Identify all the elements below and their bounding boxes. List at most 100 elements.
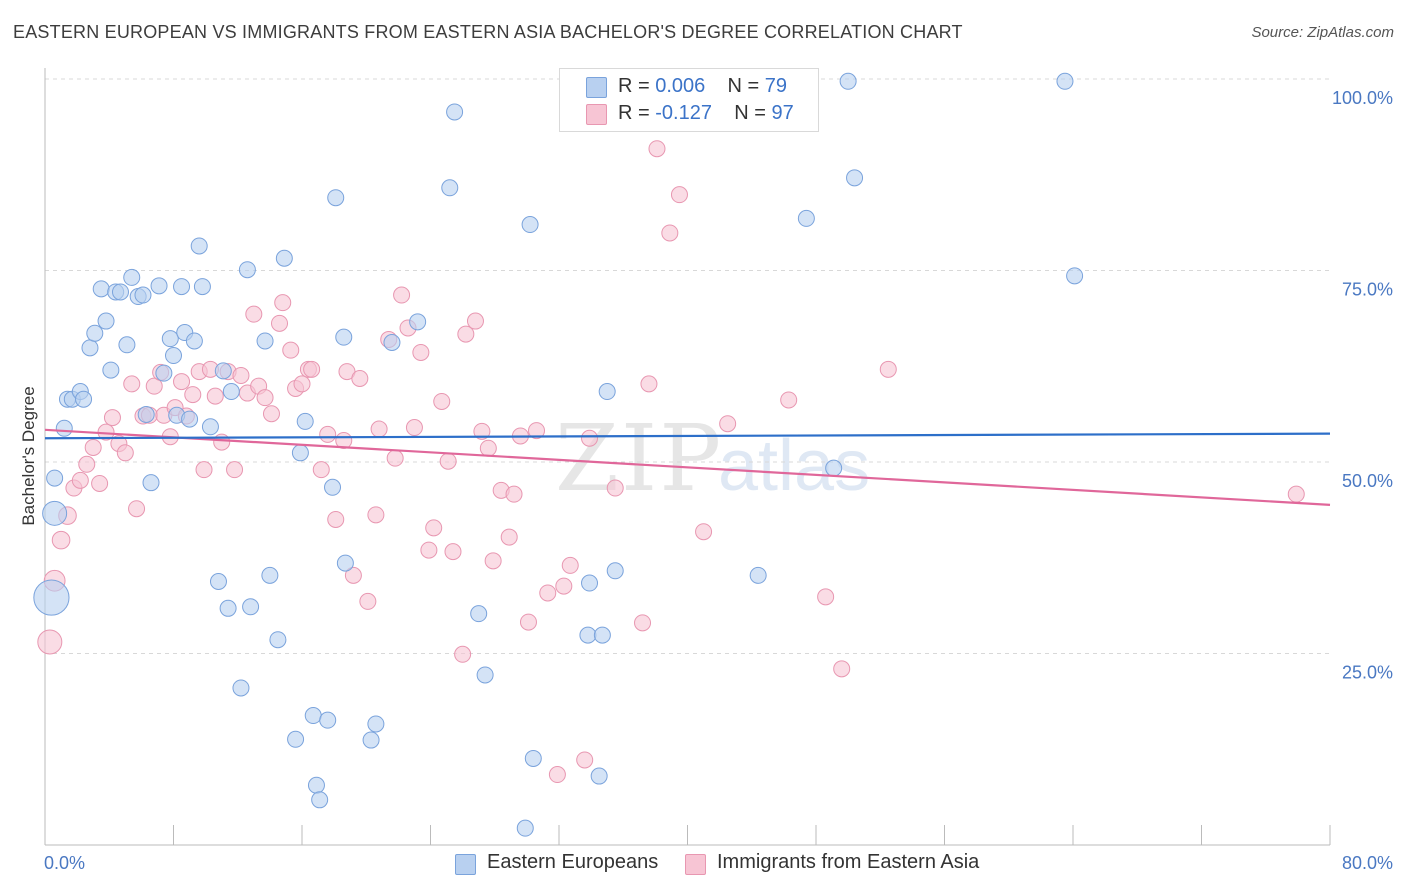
- data-point: [634, 614, 652, 632]
- data-point: [1066, 267, 1084, 285]
- data-point: [238, 261, 256, 279]
- data-point: [521, 216, 539, 234]
- data-point: [383, 334, 401, 352]
- legend-n-label: N =: [734, 102, 766, 124]
- data-point: [327, 189, 345, 207]
- data-point: [581, 429, 599, 447]
- data-point: [670, 186, 688, 204]
- data-point: [275, 249, 293, 267]
- y-axis-label: Bachelor's Degree: [19, 386, 38, 525]
- data-point: [103, 409, 121, 427]
- data-point: [128, 500, 146, 518]
- data-point: [232, 679, 250, 697]
- legend-r-label: R =: [618, 75, 650, 97]
- data-point: [367, 506, 385, 524]
- data-point: [420, 541, 438, 559]
- data-point: [1056, 72, 1074, 90]
- data-point: [213, 433, 231, 451]
- data-point: [123, 268, 141, 286]
- data-point: [206, 387, 224, 405]
- data-point: [262, 405, 280, 423]
- legend-r-value: 0.006: [655, 75, 706, 97]
- data-point: [51, 530, 71, 550]
- data-point: [111, 283, 129, 301]
- legend-r-value: -0.127: [655, 102, 712, 124]
- data-point: [412, 343, 430, 361]
- data-point: [37, 629, 63, 655]
- data-point: [405, 419, 423, 437]
- data-point: [185, 332, 203, 350]
- data-point: [439, 452, 457, 470]
- data-point: [311, 791, 329, 809]
- data-point: [500, 528, 518, 546]
- axes: [44, 68, 1331, 846]
- data-point: [479, 439, 497, 457]
- data-point: [195, 461, 213, 479]
- data-point: [335, 328, 353, 346]
- data-point: [261, 566, 279, 584]
- data-point: [561, 556, 579, 574]
- data-point: [606, 562, 624, 580]
- data-point: [476, 666, 494, 684]
- data-point: [145, 377, 163, 395]
- data-point: [282, 341, 300, 359]
- data-point: [296, 412, 314, 430]
- data-point: [271, 314, 289, 332]
- data-point: [370, 420, 388, 438]
- data-point: [457, 325, 475, 343]
- data-point: [505, 485, 523, 503]
- bottom-legend-label: Immigrants from Eastern Asia: [717, 851, 980, 873]
- data-point: [576, 751, 594, 769]
- data-point: [214, 362, 232, 380]
- data-point: [161, 330, 179, 348]
- data-point: [222, 383, 240, 401]
- data-point: [274, 294, 292, 312]
- data-point: [846, 169, 864, 187]
- data-point: [256, 389, 274, 407]
- watermark: ZIP atlas: [555, 405, 870, 512]
- data-point: [209, 572, 227, 590]
- data-point: [484, 552, 502, 570]
- data-point: [134, 286, 152, 304]
- data-point: [165, 347, 182, 365]
- data-point: [327, 510, 345, 528]
- data-point: [749, 566, 767, 584]
- data-point: [123, 375, 141, 393]
- data-point: [97, 312, 115, 330]
- data-point: [446, 103, 464, 121]
- data-point: [797, 209, 815, 227]
- data-point: [470, 605, 488, 623]
- data-point: [201, 418, 219, 436]
- data-point: [324, 478, 342, 496]
- data-point: [181, 410, 199, 428]
- legend-r-label: R =: [618, 102, 650, 124]
- data-point: [444, 543, 462, 561]
- data-point: [86, 324, 104, 342]
- data-point: [433, 392, 451, 410]
- data-point: [55, 419, 73, 437]
- data-point: [519, 613, 537, 631]
- data-point: [839, 72, 857, 90]
- data-point: [780, 391, 798, 409]
- data-point: [226, 461, 244, 479]
- data-point: [291, 444, 309, 462]
- data-point: [555, 577, 573, 595]
- data-point: [336, 554, 354, 572]
- y-tick-label: 100.0%: [1332, 88, 1393, 108]
- legend-swatch-pink: [586, 104, 607, 125]
- data-point: [303, 360, 321, 378]
- data-point: [92, 280, 110, 298]
- data-point: [1287, 485, 1305, 503]
- data-point: [150, 277, 168, 295]
- data-point: [81, 339, 99, 357]
- bottom-legend-swatch-pink: [685, 854, 706, 875]
- data-point: [879, 360, 897, 378]
- data-point: [293, 375, 311, 393]
- data-point: [606, 479, 624, 497]
- data-point: [71, 471, 89, 489]
- data-point: [118, 336, 136, 354]
- data-point: [590, 767, 608, 785]
- data-point: [409, 313, 427, 331]
- data-point: [441, 179, 459, 197]
- data-point: [648, 140, 666, 158]
